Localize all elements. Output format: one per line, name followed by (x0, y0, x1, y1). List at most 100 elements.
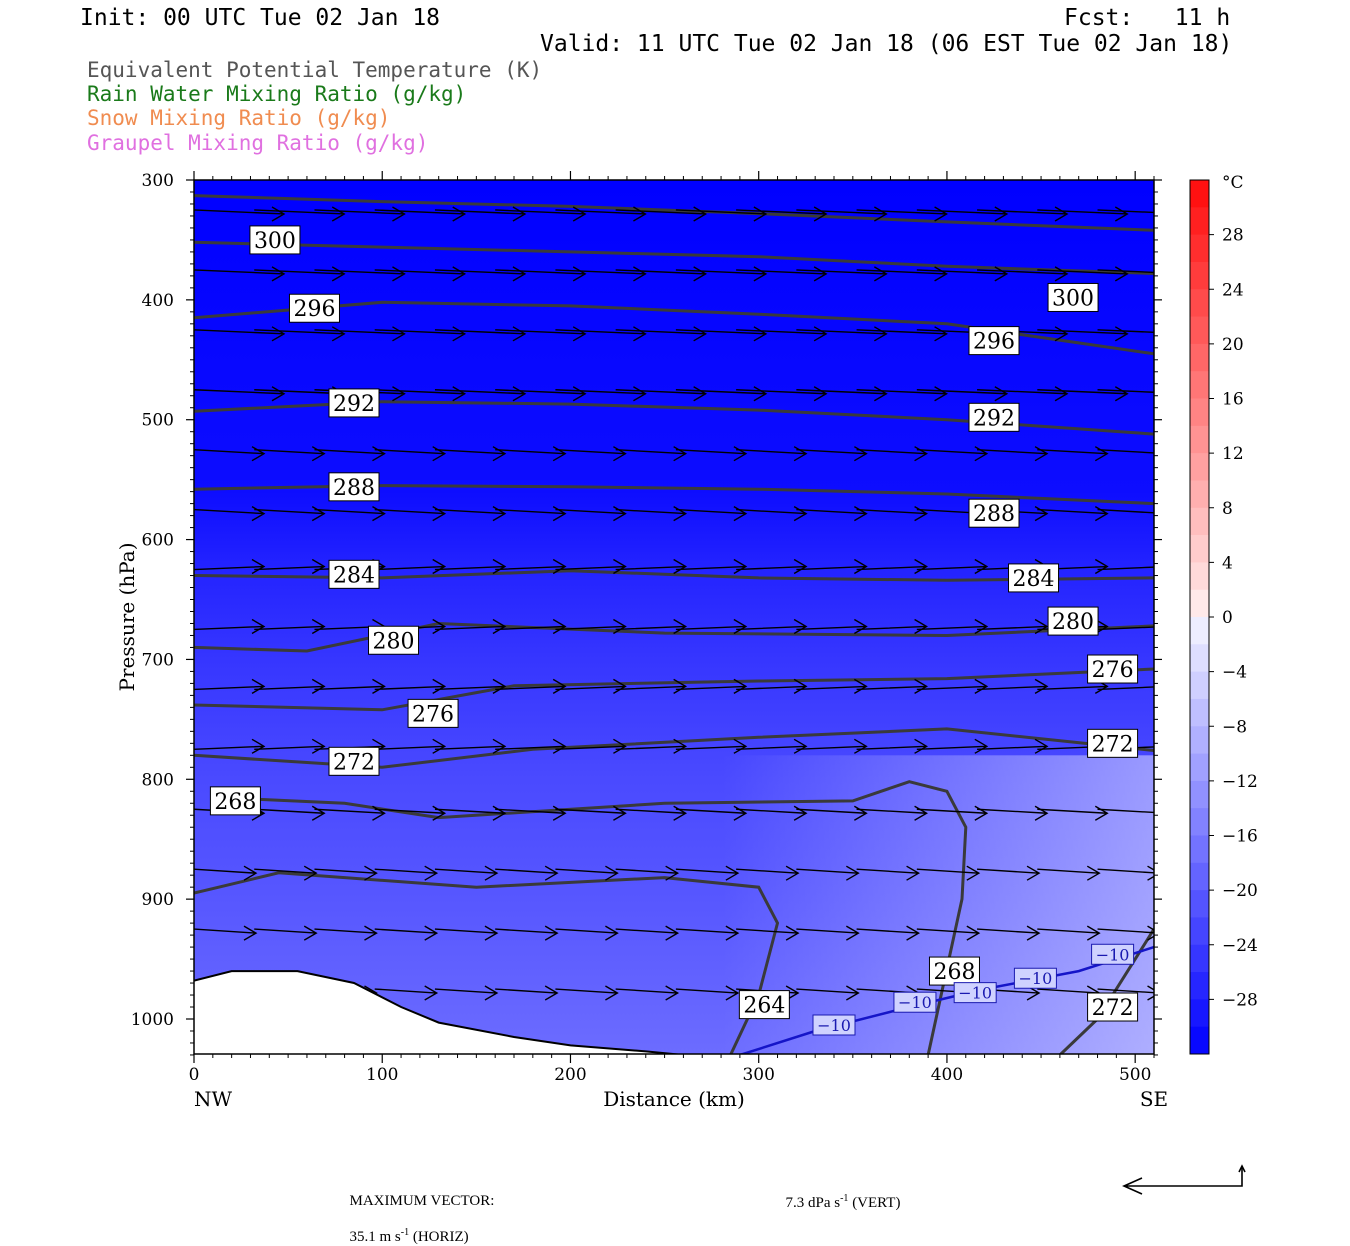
max-vector-horiz-suffix: (HORIZ) (409, 1229, 469, 1245)
temperature-label-2: −10 (958, 984, 992, 1003)
wind-vector-0 (194, 206, 286, 222)
theta-e-label-13: 284 (1013, 567, 1055, 592)
theta-e-label-box-4 (328, 559, 380, 589)
theta-e-contour-280-6 (194, 621, 1154, 653)
colorbar-segment-30 (1190, 999, 1209, 1028)
theta-e-label-19: 272 (1092, 996, 1134, 1021)
wind-vector-216 (675, 985, 740, 1001)
y-tick-label-300: 300 (142, 171, 174, 191)
wind-vector-28 (916, 266, 1009, 282)
wind-vector-20 (434, 266, 527, 282)
wind-vector-47 (1097, 329, 1154, 334)
wind-vector-164 (434, 805, 507, 821)
wind-vector-116 (434, 618, 507, 635)
max-vector-footer: MAXIMUM VECTOR: 35.1 m s-1 (HORIZ) (342, 1176, 495, 1246)
field-label-theta-e: Equivalent Potential Temperature (K) (87, 58, 543, 82)
wind-vector-58 (796, 386, 888, 402)
wind-vector-13 (977, 206, 1069, 222)
wind-vector-169 (736, 805, 808, 821)
theta-e-label-box-5 (368, 625, 420, 655)
colorbar-unit: °C (1222, 173, 1244, 193)
wind-vector-37 (495, 326, 587, 342)
wind-vector-195 (374, 925, 439, 941)
x-end-label-left: NW (194, 1087, 233, 1111)
theta-e-label-11: 292 (973, 406, 1015, 431)
wind-vector-165 (495, 805, 567, 821)
colorbar-label-1: 24 (1222, 280, 1244, 300)
wind-vector-3 (374, 206, 467, 222)
max-vector-vert: 7.3 dPa s (785, 1195, 841, 1211)
forecast-hour: Fcst: 11 h (1064, 5, 1231, 31)
wind-vector-36 (434, 326, 527, 342)
wind-vector-72 (675, 446, 748, 462)
wind-vector-201 (736, 925, 800, 941)
theta-e-label-14: 280 (1052, 610, 1094, 635)
colorbar-segment-19 (1190, 698, 1209, 727)
wind-vector-121 (736, 618, 808, 635)
wind-vector-204 (916, 925, 981, 941)
max-vector-reference-arrow (1122, 1164, 1246, 1195)
y-tick-label-1000: 1000 (131, 1010, 174, 1030)
wind-vector-176 (194, 865, 258, 881)
colorbar-label-7: 0 (1222, 608, 1233, 628)
wind-vector-131 (374, 678, 447, 694)
wind-vector-214 (555, 985, 619, 1001)
theta-e-contour-304-0 (194, 194, 1154, 232)
wind-vector-124 (916, 618, 989, 635)
wind-vector-144 (194, 738, 266, 754)
theta-e-label-5: 280 (373, 629, 415, 654)
colorbar-label-6: 4 (1222, 553, 1233, 573)
wind-vector-73 (736, 446, 808, 462)
wind-vector-19 (374, 266, 467, 282)
wind-vector-97 (254, 558, 326, 575)
wind-vector-218 (796, 985, 860, 1001)
wind-vector-188 (916, 865, 981, 881)
wind-vector-33 (254, 326, 346, 342)
wind-vector-133 (495, 678, 567, 694)
wind-vector-173 (977, 805, 1049, 821)
wind-vector-155 (856, 738, 928, 754)
wind-vector-52 (434, 386, 527, 402)
wind-vector-212 (434, 985, 499, 1001)
theta-e-label-box-12 (968, 498, 1020, 528)
wind-vector-81 (254, 506, 326, 522)
max-vector-horiz-exp: -1 (400, 1227, 410, 1238)
wind-vector-172 (916, 805, 989, 821)
theta-e-label-15: 276 (1092, 658, 1134, 683)
theta-e-label-2: 292 (333, 392, 375, 417)
colorbar-label-5: 8 (1222, 499, 1233, 519)
wind-vector-177 (254, 865, 318, 881)
y-tick-label-700: 700 (142, 650, 174, 670)
wind-vector-211 (374, 985, 439, 1001)
wind-vector-162 (314, 805, 386, 821)
temperature-label-box-3 (1013, 967, 1057, 989)
theta-e-contour-274-11 (1058, 928, 1154, 1054)
temperature-label-box-1 (893, 991, 937, 1013)
colorbar-label-14: −28 (1222, 990, 1258, 1010)
x-tick-label-300: 300 (742, 1065, 774, 1085)
colorbar-segment-15 (1190, 589, 1209, 618)
wind-vector-215 (615, 985, 680, 1001)
wind-vector-15 (1097, 209, 1154, 214)
wind-vector-117 (495, 618, 567, 635)
colorbar-segment-4 (1190, 289, 1209, 318)
theta-e-label-box-9 (1047, 282, 1099, 312)
wind-vector-147 (374, 738, 447, 754)
x-tick-label-200: 200 (554, 1065, 586, 1085)
plot-contents: 300 296 292 288 284 280 276 272 268 300 296 292 288 2… (194, 194, 1154, 1054)
wind-vector-4 (434, 206, 527, 222)
colorbar-segment-26 (1190, 890, 1209, 918)
wind-vector-78 (1037, 446, 1109, 462)
wind-vector-64 (194, 446, 266, 462)
theta-e-label-box-3 (328, 472, 380, 502)
colorbar-label-4: 12 (1222, 444, 1244, 464)
wind-vector-136 (675, 678, 748, 694)
wind-vector-60 (916, 386, 1009, 402)
init-time: Init: 00 UTC Tue 02 Jan 18 (80, 5, 441, 31)
theta-e-label-box-2 (328, 388, 380, 418)
wind-vector-7 (615, 206, 708, 222)
plot-frame (193, 179, 1155, 1055)
wind-vector-119 (615, 618, 688, 635)
theta-e-label-1: 296 (293, 297, 335, 322)
wind-vector-6 (555, 206, 647, 222)
